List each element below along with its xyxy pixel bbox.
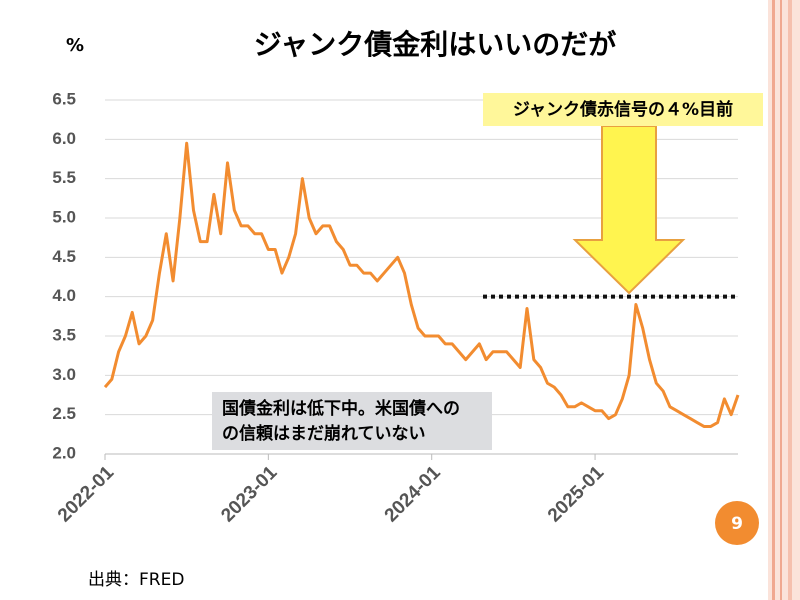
y-tick-label: 4.0 <box>52 286 76 305</box>
y-tick-label: 5.5 <box>52 168 76 187</box>
series-line <box>103 141 740 428</box>
y-tick-label: 4.5 <box>52 247 76 266</box>
y-tick-label: 3.0 <box>52 365 76 384</box>
y-tick-label: 2.0 <box>52 443 76 462</box>
y-unit: % <box>66 35 84 56</box>
page-number: 9 <box>731 514 743 534</box>
y-tick-label: 6.5 <box>52 89 76 108</box>
source: 出典：FRED <box>88 570 184 590</box>
border-stripe <box>780 0 782 600</box>
page-badge <box>715 501 759 545</box>
callout: ジャンク債赤信号の４%目前 <box>513 99 733 120</box>
y-tick-label: 6.0 <box>52 129 76 148</box>
x-tick-label: 2023-01 <box>217 462 281 526</box>
callout-box <box>483 93 763 126</box>
x-tick-label: 2024-01 <box>381 462 445 526</box>
note-line: の信頼はまだ崩れていない <box>222 423 426 444</box>
border-stripe <box>772 0 775 600</box>
x-tick-label: 2025-01 <box>544 462 608 526</box>
arrow <box>572 125 686 295</box>
x-tick-label: 2022-01 <box>54 462 118 526</box>
chart-title: ジャンク債金利はいいのだが <box>254 28 617 61</box>
y-tick-label: 5.0 <box>52 207 76 226</box>
y-tick-label: 3.5 <box>52 325 76 344</box>
note-box <box>212 392 492 450</box>
border-stripe <box>788 0 792 600</box>
y-tick-label: 2.5 <box>52 404 76 423</box>
note-line: 国債金利は低下中。米国債への <box>222 398 460 419</box>
